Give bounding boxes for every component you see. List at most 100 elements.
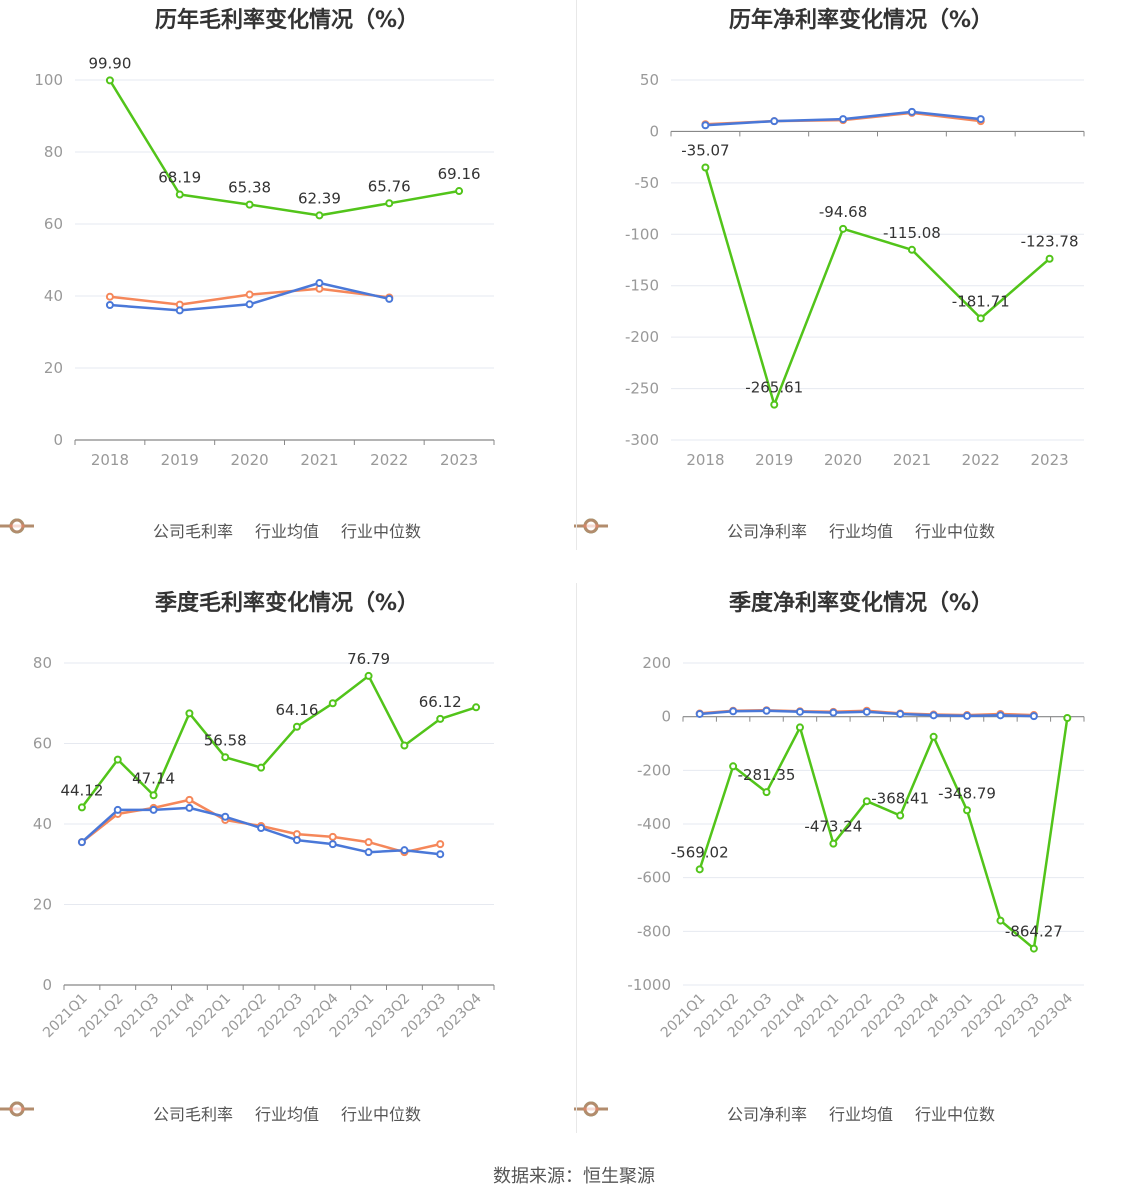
data-point-company xyxy=(996,916,1005,925)
legend-label: 行业中位数 xyxy=(915,1105,996,1124)
data-point-company xyxy=(829,839,838,848)
y-tick-label: 60 xyxy=(44,215,63,233)
y-tick-label: -200 xyxy=(625,328,659,346)
data-label: -569.02 xyxy=(671,843,729,861)
data-label: 64.16 xyxy=(275,701,318,719)
data-point-company xyxy=(245,200,254,209)
data-label: 65.38 xyxy=(228,179,271,197)
legend-item-avg[interactable]: 行业均值 xyxy=(574,1101,893,1125)
x-tick-label: 2023 xyxy=(440,451,478,469)
chart-quarterly-gross: 0204060802021Q12021Q22021Q32021Q42022Q12… xyxy=(33,650,495,1041)
data-point-company xyxy=(149,791,158,800)
data-point-avg xyxy=(364,848,373,857)
chart-panel-annual-gross: 历年毛利率变化情况（%） 0 20 40 60 80 100 2018 2019 2020 202… xyxy=(0,0,574,580)
data-point-company xyxy=(963,806,972,815)
panel-divider-bottom xyxy=(576,583,577,1133)
x-tick-label: 2022 xyxy=(370,451,408,469)
legend-label: 公司净利率 xyxy=(726,522,807,541)
y-tick-label: 20 xyxy=(44,359,63,377)
data-label: 66.12 xyxy=(419,693,462,711)
data-point-avg xyxy=(976,115,985,124)
y-tick-label: -600 xyxy=(637,869,671,887)
series-line-company xyxy=(108,79,460,217)
x-tick-label: 2019 xyxy=(161,451,199,469)
data-point-avg xyxy=(729,707,738,716)
y-tick-label: 50 xyxy=(640,71,659,89)
data-label: -281.35 xyxy=(738,766,796,784)
legend-label: 行业均值 xyxy=(254,1105,319,1124)
legend-label: 公司净利率 xyxy=(726,1105,807,1124)
data-point-median xyxy=(328,832,337,841)
chart-annual-net: -300 -250 -200 -150 -100 -50 0 50 2018 2019 2020 20… xyxy=(625,71,1085,469)
y-tick-label: 0 xyxy=(649,122,659,140)
legend-item-avg[interactable]: 行业均值 xyxy=(0,518,319,542)
legend-item-avg[interactable]: 行业均值 xyxy=(0,1101,319,1125)
data-point-company xyxy=(113,755,122,764)
data-point-median xyxy=(436,840,445,849)
legend-label: 行业均值 xyxy=(254,522,319,541)
data-label: -181.71 xyxy=(952,292,1010,310)
data-point-company xyxy=(896,811,905,820)
data-point-company xyxy=(385,199,394,208)
y-tick-label: 0 xyxy=(42,976,52,994)
legend-item-company[interactable]: 公司毛利率 xyxy=(0,1101,233,1125)
y-tick-label: -200 xyxy=(637,761,671,779)
x-tick-label: 2018 xyxy=(686,451,724,469)
chart-quarterly-net: -1000-800-600-400-20002002021Q12021Q2202… xyxy=(627,654,1085,1041)
data-point-avg xyxy=(400,846,409,855)
data-point-avg xyxy=(907,107,916,116)
y-tick-label: 60 xyxy=(33,735,52,753)
data-point-company xyxy=(185,709,194,718)
legend-label: 行业均值 xyxy=(828,1105,893,1124)
chart-annual-gross: 0 20 40 60 80 100 2018 2019 2020 2021 2022 2023 99.9… xyxy=(34,54,495,469)
data-source: 数据来源：恒生聚源 xyxy=(493,1166,655,1187)
y-tick-label: -50 xyxy=(635,174,660,192)
data-point-avg xyxy=(839,115,848,124)
chart-panel-quarterly-gross: 季度毛利率变化情况（%） 0 20 40 60 80 2021Q1 2021Q2 2021Q3… xyxy=(0,583,574,1163)
data-label: -348.79 xyxy=(938,784,996,802)
data-point-avg xyxy=(315,279,324,288)
legend-label: 行业中位数 xyxy=(341,1105,422,1124)
legend-item-company[interactable]: 公司净利率 xyxy=(574,518,807,542)
y-tick-label: 80 xyxy=(44,143,63,161)
data-point-company xyxy=(795,723,804,732)
legend-label: 行业中位数 xyxy=(915,522,996,541)
legend-item-median[interactable]: 行业中位数 xyxy=(574,1101,996,1125)
data-point-company xyxy=(472,703,481,712)
data-point-avg xyxy=(896,709,905,718)
data-point-avg xyxy=(695,709,704,718)
y-tick-label: 20 xyxy=(33,896,52,914)
data-point-company xyxy=(175,190,184,199)
data-label: -473.24 xyxy=(804,818,862,836)
legend-item-median[interactable]: 行业中位数 xyxy=(0,1101,422,1125)
y-tick-label: 40 xyxy=(44,287,63,305)
legend-item-avg[interactable]: 行业均值 xyxy=(574,518,893,542)
data-point-avg xyxy=(175,306,184,315)
legend: 公司毛利率 行业均值 行业中位数 xyxy=(0,1101,574,1125)
legend-item-company[interactable]: 公司净利率 xyxy=(574,1101,807,1125)
y-tick-label: 40 xyxy=(33,815,52,833)
x-tick-label: 2020 xyxy=(824,451,862,469)
legend-item-median[interactable]: 行业中位数 xyxy=(0,518,422,542)
x-tick-label: 2022 xyxy=(962,451,1000,469)
data-point-company xyxy=(1045,254,1054,263)
data-point-company xyxy=(105,76,114,85)
data-point-avg xyxy=(113,805,122,814)
data-point-company xyxy=(221,753,230,762)
legend-label: 行业中位数 xyxy=(341,522,422,541)
data-point-company xyxy=(729,762,738,771)
y-tick-label: -150 xyxy=(625,277,659,295)
data-point-company xyxy=(1029,944,1038,953)
data-point-company xyxy=(292,722,301,731)
data-point-avg xyxy=(77,838,86,847)
data-label: -368.41 xyxy=(871,790,929,808)
legend-item-median[interactable]: 行业中位数 xyxy=(574,518,996,542)
data-point-company xyxy=(77,803,86,812)
data-point-company xyxy=(328,699,337,708)
data-label: 68.19 xyxy=(158,169,201,187)
legend-item-company[interactable]: 公司毛利率 xyxy=(0,518,233,542)
y-tick-label: -300 xyxy=(625,431,659,449)
data-point-company xyxy=(1063,714,1072,723)
x-tick-label: 2021 xyxy=(893,451,931,469)
data-point-avg xyxy=(963,711,972,720)
